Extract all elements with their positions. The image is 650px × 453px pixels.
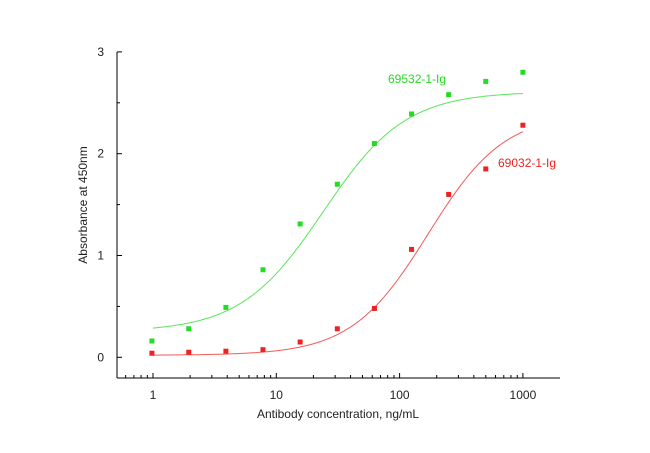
data-point-red xyxy=(260,347,266,353)
data-point-green xyxy=(297,221,303,227)
data-point-red xyxy=(149,350,155,356)
series-label-green: 69532-1-Ig xyxy=(388,72,446,86)
data-point-red xyxy=(483,166,489,172)
x-axis-label: Antibody concentration, ng/mL xyxy=(257,407,419,421)
data-point-red xyxy=(223,348,229,354)
data-point-green xyxy=(334,181,340,187)
data-point-green xyxy=(446,92,452,98)
data-point-green xyxy=(520,69,526,75)
data-point-red xyxy=(446,191,452,197)
y-tick-label: 2 xyxy=(97,147,104,161)
data-point-red xyxy=(297,339,303,345)
x-tick-label: 10 xyxy=(270,388,284,402)
data-point-red xyxy=(409,246,415,252)
data-points xyxy=(149,69,526,356)
axes: 0 1 2 3 1 10 100 1000 xyxy=(97,45,560,402)
fit-curve-red xyxy=(153,131,524,356)
data-point-green xyxy=(409,111,415,117)
data-point-green xyxy=(483,78,489,84)
x-tick-label: 1000 xyxy=(510,388,537,402)
fit-curve-green xyxy=(152,93,523,329)
fit-curves xyxy=(152,93,524,356)
x-tick-label: 100 xyxy=(390,388,410,402)
data-point-red xyxy=(371,305,377,311)
data-point-green xyxy=(223,304,229,310)
data-point-red xyxy=(186,349,192,355)
data-point-green xyxy=(149,338,155,344)
y-tick-label: 1 xyxy=(97,249,104,263)
y-axis-label: Absorbance at 450nm xyxy=(76,146,90,263)
series-label-red: 69032-1-Ig xyxy=(498,156,556,170)
data-point-green xyxy=(371,141,377,147)
data-point-green xyxy=(186,326,192,332)
data-point-green xyxy=(260,267,266,273)
data-point-red xyxy=(520,122,526,128)
y-tick-label: 3 xyxy=(97,45,104,59)
x-tick-label: 1 xyxy=(150,388,157,402)
y-tick-label: 0 xyxy=(97,350,104,364)
data-point-red xyxy=(334,326,340,332)
